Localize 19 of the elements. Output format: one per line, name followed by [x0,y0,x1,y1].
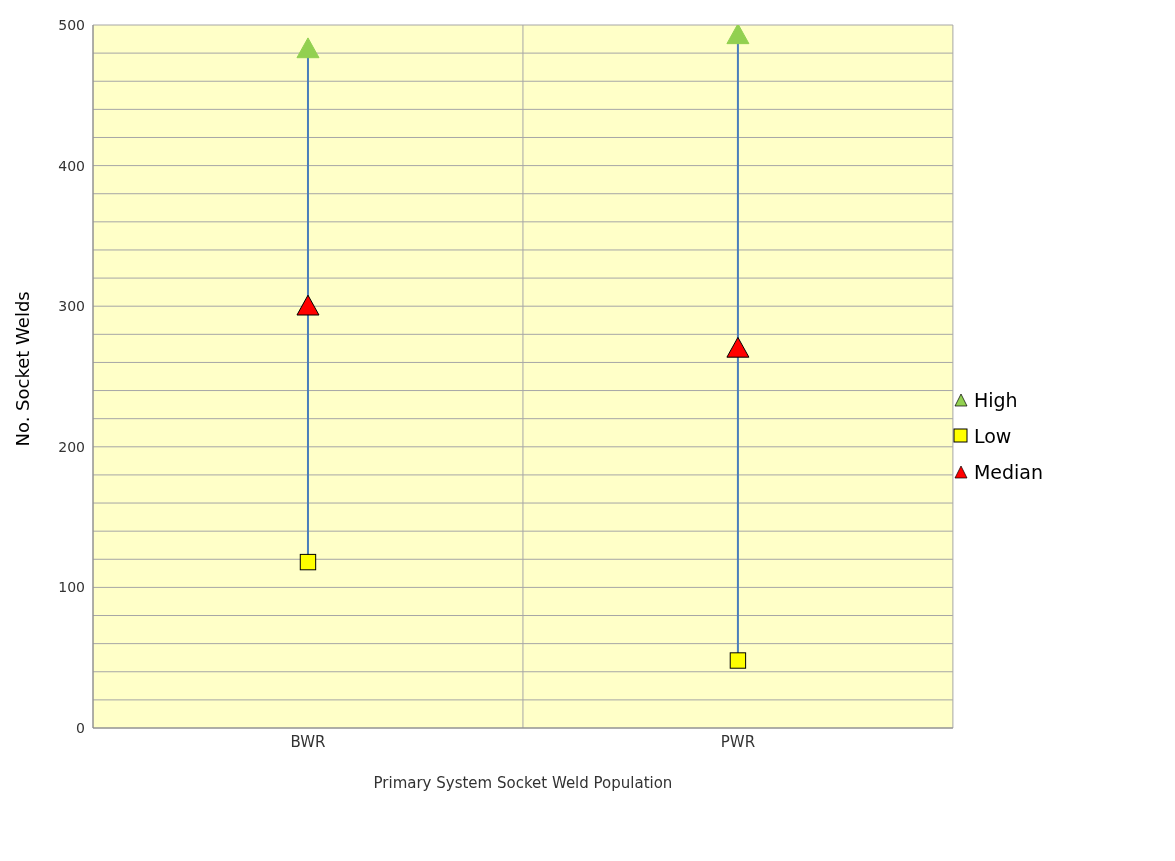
point [299,553,317,571]
x-axis-title: Primary System Socket Weld Population [373,774,673,792]
point [296,294,320,316]
y-tick-label: 300 [58,298,85,315]
y-tick-label: 200 [58,438,85,455]
x-tick-label: PWR [720,732,756,751]
point [726,336,750,358]
y-axis-title: No. Socket Welds [12,291,34,447]
y-tick-label: 400 [58,157,85,174]
y-tick-label: 0 [76,719,85,736]
legend-label: High [973,388,1018,411]
y-tick-label: 500 [58,16,85,33]
x-tick-label: BWR [290,732,326,751]
point [729,652,747,669]
point [726,25,750,45]
legend-label: Low [973,424,1012,447]
point [296,37,320,59]
legend-label: Median [973,460,1043,483]
y-tick-label: 100 [58,579,85,596]
